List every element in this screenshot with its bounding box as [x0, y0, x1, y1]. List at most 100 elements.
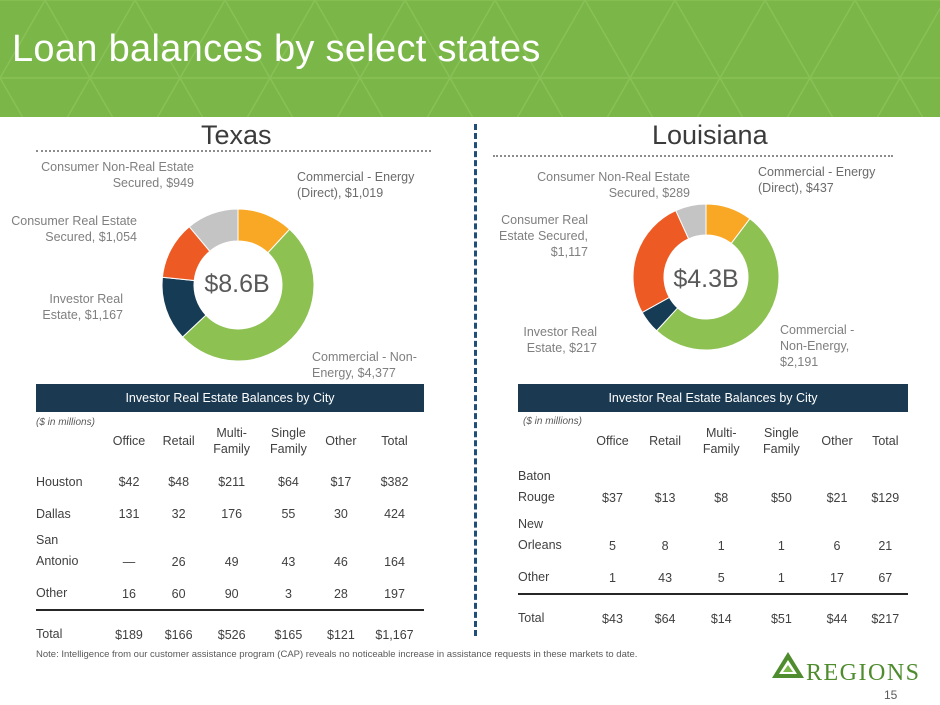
banner-pattern-triangle [246, 76, 294, 117]
louisiana-slice-4 [675, 203, 707, 240]
banner-pattern-triangle [66, 76, 114, 117]
table-row: Total $189 $166 $526 $165 $121 $1,167 [36, 610, 424, 658]
table-cell: 43 [281, 555, 296, 569]
table-cell: 43 [638, 562, 692, 595]
texas-title: Texas [201, 120, 272, 150]
table-cell: — [122, 555, 136, 569]
table-cell: 28 [316, 578, 366, 611]
row-label: New Orleans [518, 517, 562, 552]
table-cell: 21 [878, 539, 893, 553]
table-cell: 6 [833, 539, 841, 553]
banner-pattern-triangle [426, 76, 474, 117]
texas-donut-chart [161, 208, 315, 362]
page-number: 15 [884, 688, 898, 702]
banner-pattern-triangle [178, 0, 272, 79]
column-header: Retail [162, 434, 195, 448]
texas-label-energy: Commercial - Energy (Direct), $1,019 [297, 170, 415, 200]
table-cell: 164 [384, 555, 405, 569]
column-header: Total [872, 434, 899, 448]
row-label: Dallas [36, 506, 71, 521]
banner-pattern-triangle [516, 76, 564, 117]
louisiana-donut-chart [632, 203, 780, 351]
texas-label-consumer-nonre: Consumer Non-Real Estate Secured, $949 [41, 160, 194, 190]
table-cell: 16 [104, 578, 154, 611]
table-cell: 424 [384, 507, 405, 521]
table-cell: $42 [118, 475, 140, 489]
louisiana-label-investor: Investor Real Estate, $217 [523, 325, 597, 355]
row-label: Houston [36, 474, 83, 489]
texas-investor-table: Office Retail Multi- Family Single Family Othe… [36, 416, 424, 658]
table-cell: $50 [770, 491, 792, 505]
table-row: New Orleans 5 8 1 1 6 21 [518, 514, 908, 562]
table-cell: $21 [826, 491, 848, 505]
table-cell: 1 [777, 539, 785, 553]
table-cell: $189 [115, 627, 143, 642]
texas-label-investor: Investor Real Estate, $1,167 [42, 292, 123, 322]
banner-pattern-triangle [268, 0, 362, 79]
title-banner: Loan balances by select states [0, 0, 940, 117]
banner-pattern-triangle [538, 0, 632, 79]
column-header: Office [596, 434, 629, 448]
table-cell: 176 [221, 507, 243, 521]
row-label: San Antonio [36, 533, 79, 568]
table-cell: $64 [278, 475, 299, 489]
banner-pattern-triangle [336, 76, 384, 117]
louisiana-slice-1 [655, 218, 780, 351]
texas-total-label: $8.6B [204, 270, 270, 298]
table-header-row: Office Retail Multi- Family Single Family Othe… [36, 416, 424, 466]
column-header: Single Family [762, 426, 800, 456]
logo-wordmark: Regions [806, 660, 921, 686]
table-cell: 197 [365, 578, 424, 611]
section-divider [474, 124, 477, 636]
texas-label-non-energy: Commercial - Non- Energy, $4,377 [312, 350, 417, 380]
table-cell: 90 [203, 578, 261, 611]
table-row: Other 16 60 90 3 28 197 [36, 578, 424, 611]
column-header: Other [325, 434, 357, 448]
banner-pattern-triangle [786, 76, 834, 117]
banner-pattern-triangle [718, 0, 812, 79]
table-cell: 1 [717, 539, 725, 553]
texas-table-header: Investor Real Estate Balances by City [36, 384, 424, 412]
table-cell: $17 [330, 475, 352, 489]
table-cell: 1 [586, 562, 639, 595]
banner-pattern-triangle [156, 76, 204, 117]
louisiana-label-energy: Commercial - Energy (Direct), $437 [758, 165, 876, 195]
row-label: Baton Rouge [518, 469, 555, 504]
table-cell: 67 [862, 562, 908, 595]
table-cell: 32 [171, 507, 186, 521]
table-cell: $14 [710, 611, 732, 626]
texas-table-units: ($ in millions) [36, 417, 95, 428]
banner-pattern-triangle [696, 76, 744, 117]
banner-pattern [0, 0, 940, 117]
table-cell: 17 [811, 562, 863, 595]
row-label: Total [36, 627, 63, 641]
louisiana-dotted-rule [493, 155, 893, 157]
table-cell: 131 [118, 507, 140, 521]
banner-pattern-triangle [0, 0, 92, 79]
banner-pattern-triangle [808, 0, 902, 79]
column-header: Retail [649, 434, 682, 448]
table-cell: $44 [826, 611, 848, 626]
column-header: Total [381, 434, 408, 448]
footnote: Note: Intelligence from our customer ass… [36, 649, 638, 660]
louisiana-total-label: $4.3B [673, 265, 739, 293]
louisiana-investor-table: Office Retail Multi- Family Single Family Othe… [518, 416, 908, 642]
table-cell: $217 [871, 611, 900, 626]
table-cell: $526 [217, 627, 246, 642]
louisiana-table-header: Investor Real Estate Balances by City [518, 384, 908, 412]
page-title: Loan balances by select states [12, 28, 541, 70]
row-label: Other [518, 562, 586, 595]
row-label: Other [36, 578, 104, 611]
louisiana-label-consumer-nonre: Consumer Non-Real Estate Secured, $289 [537, 170, 690, 200]
table-cell: $165 [274, 627, 303, 642]
banner-pattern-triangle [606, 76, 654, 117]
table-cell: 60 [153, 578, 204, 611]
table-cell: 49 [224, 555, 239, 569]
louisiana-title: Louisiana [652, 120, 768, 150]
table-cell: 8 [661, 539, 669, 553]
regions-logo-icon [772, 652, 804, 678]
table-cell: $43 [602, 611, 623, 626]
table-cell: $37 [602, 491, 623, 505]
regions-logo-text: Regions [806, 660, 921, 687]
table-cell: 3 [260, 578, 317, 611]
